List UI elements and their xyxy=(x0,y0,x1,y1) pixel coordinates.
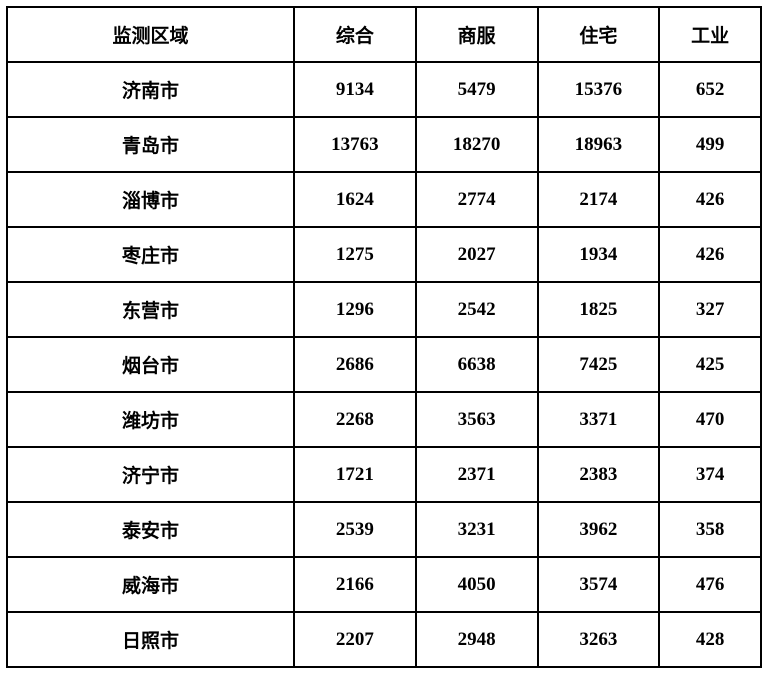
table-cell: 1721 xyxy=(294,447,416,502)
data-table: 监测区域 综合 商服 住宅 工业 济南市9134547915376652青岛市1… xyxy=(6,6,762,668)
table-cell: 499 xyxy=(659,117,761,172)
table-cell: 327 xyxy=(659,282,761,337)
table-cell: 2383 xyxy=(538,447,660,502)
table-cell: 泰安市 xyxy=(7,502,294,557)
column-header-comprehensive: 综合 xyxy=(294,7,416,62)
table-row: 东营市129625421825327 xyxy=(7,282,761,337)
table-cell: 1275 xyxy=(294,227,416,282)
table-cell: 2027 xyxy=(416,227,538,282)
table-cell: 9134 xyxy=(294,62,416,117)
table-cell: 470 xyxy=(659,392,761,447)
table-cell: 426 xyxy=(659,227,761,282)
table-cell: 5479 xyxy=(416,62,538,117)
table-cell: 1296 xyxy=(294,282,416,337)
table-cell: 淄博市 xyxy=(7,172,294,227)
table-cell: 425 xyxy=(659,337,761,392)
table-header-row: 监测区域 综合 商服 住宅 工业 xyxy=(7,7,761,62)
table-cell: 18963 xyxy=(538,117,660,172)
table-cell: 3962 xyxy=(538,502,660,557)
table-cell: 2268 xyxy=(294,392,416,447)
table-cell: 6638 xyxy=(416,337,538,392)
table-cell: 652 xyxy=(659,62,761,117)
table-cell: 济南市 xyxy=(7,62,294,117)
table-cell: 2542 xyxy=(416,282,538,337)
table-cell: 1825 xyxy=(538,282,660,337)
table-cell: 476 xyxy=(659,557,761,612)
table-cell: 15376 xyxy=(538,62,660,117)
table-cell: 358 xyxy=(659,502,761,557)
column-header-residential: 住宅 xyxy=(538,7,660,62)
table-cell: 2207 xyxy=(294,612,416,667)
table-cell: 3231 xyxy=(416,502,538,557)
table-cell: 烟台市 xyxy=(7,337,294,392)
table-cell: 3574 xyxy=(538,557,660,612)
table-cell: 枣庄市 xyxy=(7,227,294,282)
table-cell: 428 xyxy=(659,612,761,667)
table-row: 济宁市172123712383374 xyxy=(7,447,761,502)
column-header-industrial: 工业 xyxy=(659,7,761,62)
table-cell: 18270 xyxy=(416,117,538,172)
table-row: 威海市216640503574476 xyxy=(7,557,761,612)
table-cell: 2774 xyxy=(416,172,538,227)
table-cell: 日照市 xyxy=(7,612,294,667)
table-row: 烟台市268666387425425 xyxy=(7,337,761,392)
table-cell: 374 xyxy=(659,447,761,502)
table-cell: 3563 xyxy=(416,392,538,447)
table-cell: 2371 xyxy=(416,447,538,502)
table-row: 日照市220729483263428 xyxy=(7,612,761,667)
table-cell: 青岛市 xyxy=(7,117,294,172)
table-cell: 威海市 xyxy=(7,557,294,612)
column-header-region: 监测区域 xyxy=(7,7,294,62)
table-body: 济南市9134547915376652青岛市137631827018963499… xyxy=(7,62,761,667)
table-row: 潍坊市226835633371470 xyxy=(7,392,761,447)
table-cell: 2686 xyxy=(294,337,416,392)
table-cell: 东营市 xyxy=(7,282,294,337)
table-row: 淄博市162427742174426 xyxy=(7,172,761,227)
table-cell: 2166 xyxy=(294,557,416,612)
table-cell: 426 xyxy=(659,172,761,227)
table-cell: 13763 xyxy=(294,117,416,172)
table-cell: 2539 xyxy=(294,502,416,557)
table-cell: 潍坊市 xyxy=(7,392,294,447)
table-cell: 7425 xyxy=(538,337,660,392)
column-header-commercial: 商服 xyxy=(416,7,538,62)
table-cell: 1624 xyxy=(294,172,416,227)
table-cell: 4050 xyxy=(416,557,538,612)
table-row: 济南市9134547915376652 xyxy=(7,62,761,117)
table-cell: 济宁市 xyxy=(7,447,294,502)
table-row: 枣庄市127520271934426 xyxy=(7,227,761,282)
table-cell: 2174 xyxy=(538,172,660,227)
table-cell: 1934 xyxy=(538,227,660,282)
table-cell: 2948 xyxy=(416,612,538,667)
table-cell: 3263 xyxy=(538,612,660,667)
table-cell: 3371 xyxy=(538,392,660,447)
table-row: 青岛市137631827018963499 xyxy=(7,117,761,172)
table-row: 泰安市253932313962358 xyxy=(7,502,761,557)
